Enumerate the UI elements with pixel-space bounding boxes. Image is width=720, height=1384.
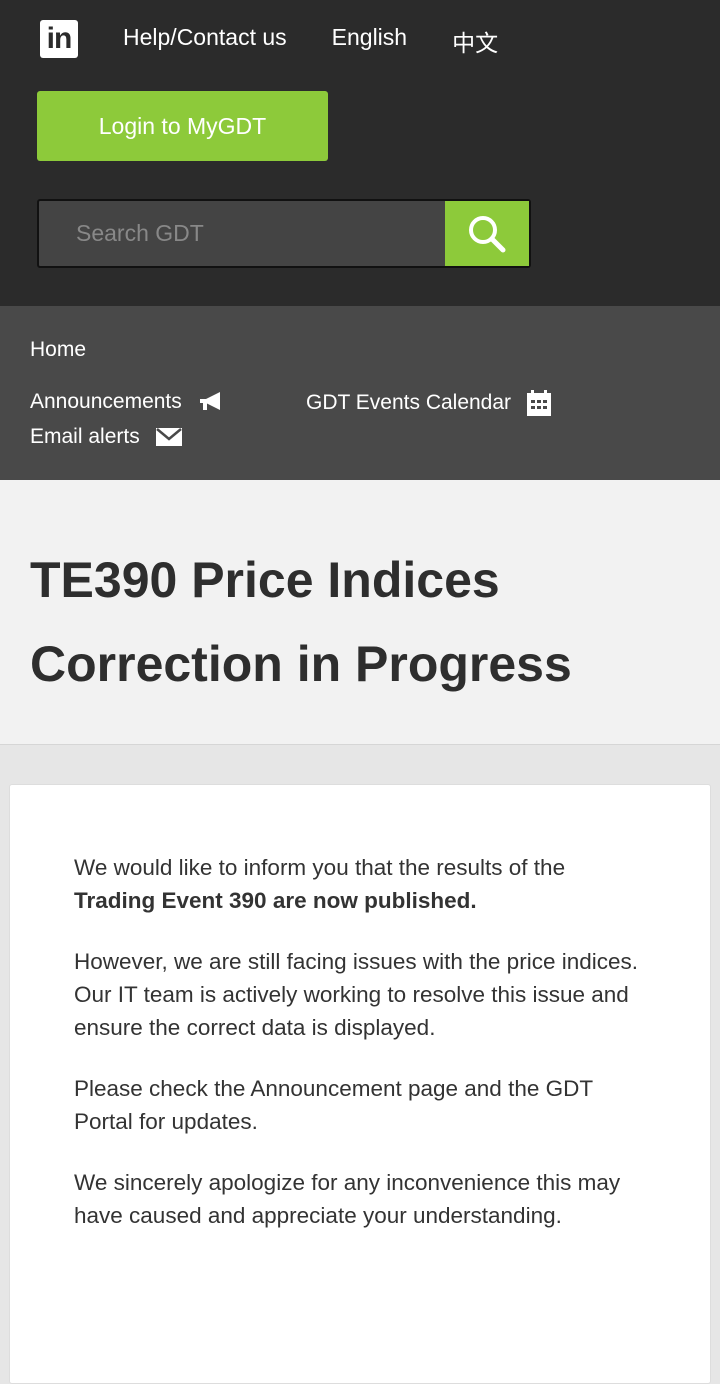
paragraph-2: However, we are still facing issues with…	[74, 949, 638, 1040]
nav-calendar-label: GDT Events Calendar	[306, 391, 512, 414]
nav-email-alerts[interactable]: Email alerts	[30, 425, 182, 449]
search-button[interactable]	[445, 201, 529, 266]
calendar-icon	[527, 390, 552, 416]
envelope-icon	[155, 428, 182, 446]
nav-announcements-label: Announcements	[30, 390, 182, 413]
nav-home[interactable]: Home	[30, 338, 86, 362]
nav-announcements[interactable]: Announcements	[30, 390, 224, 414]
megaphone-icon	[199, 392, 220, 410]
page-title-section: TE390 Price Indices Correction in Progres…	[0, 480, 720, 745]
linkedin-logo-icon[interactable]: in	[40, 20, 78, 58]
search-icon	[469, 215, 506, 252]
login-button[interactable]: Login to MyGDT	[37, 91, 328, 161]
search-bar	[37, 199, 531, 268]
nav-events-calendar[interactable]: GDT Events Calendar	[306, 390, 552, 416]
nav-home-label: Home	[30, 338, 87, 361]
paragraph-4: We sincerely apologize for any inconveni…	[74, 1170, 621, 1228]
paragraph-1: We would like to inform you that the res…	[74, 855, 566, 913]
search-input[interactable]	[39, 201, 445, 266]
english-link[interactable]: English	[331, 24, 408, 50]
paragraph-3: Please check the Announcement page and t…	[74, 1076, 593, 1134]
main-nav: Home Announcements GDT Events Calendar E…	[0, 306, 720, 480]
top-links: Help/Contact us English 中文	[123, 24, 498, 58]
chinese-link[interactable]: 中文	[452, 30, 499, 56]
page-title: TE390 Price Indices Correction in Progres…	[30, 552, 572, 692]
site-header: in Help/Contact us English 中文 Login to M…	[0, 0, 720, 306]
help-contact-link[interactable]: Help/Contact us	[123, 24, 287, 50]
announcement-card: We would like to inform you that the res…	[9, 784, 711, 1384]
nav-email-label: Email alerts	[30, 425, 140, 448]
